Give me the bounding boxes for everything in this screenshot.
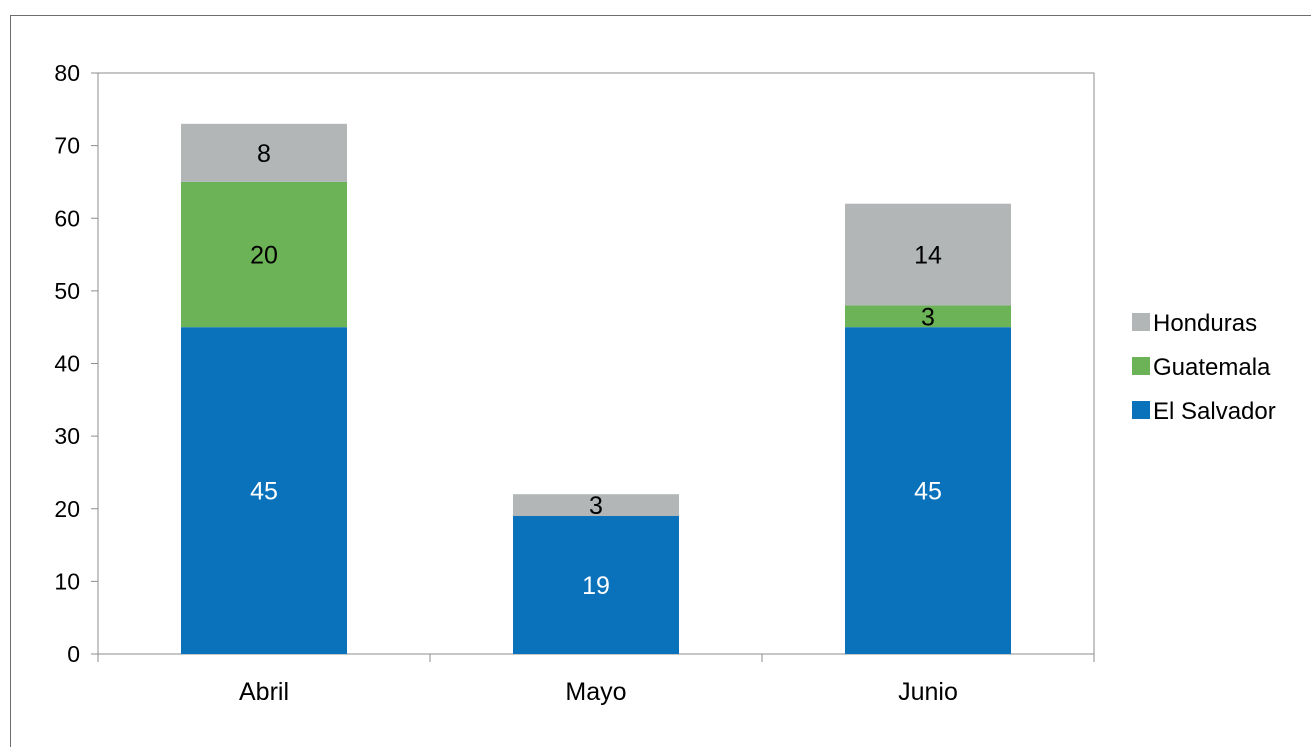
x-tick-label: Abril: [239, 678, 289, 706]
data-label: 3: [921, 303, 935, 331]
y-tick-label: 40: [54, 351, 80, 377]
data-label: 19: [582, 572, 610, 600]
data-label: 3: [589, 492, 603, 520]
data-label: 45: [250, 478, 278, 506]
legend-label: Honduras: [1153, 310, 1257, 337]
y-tick-label: 30: [54, 423, 80, 449]
data-label: 14: [914, 242, 942, 270]
legend-swatch: [1132, 357, 1150, 375]
data-label: 20: [250, 242, 278, 270]
y-tick-label: 0: [67, 641, 80, 667]
legend-swatch: [1132, 401, 1150, 419]
y-tick-label: 60: [54, 205, 80, 231]
legend-swatch: [1132, 313, 1150, 331]
data-label: 45: [914, 478, 942, 506]
x-tick-label: Junio: [898, 678, 958, 706]
y-tick-label: 80: [54, 60, 80, 86]
y-tick-label: 20: [54, 496, 80, 522]
x-tick-label: Mayo: [565, 678, 626, 706]
legend-label: Guatemala: [1153, 354, 1271, 381]
legend-label: El Salvador: [1153, 398, 1276, 425]
data-label: 8: [257, 140, 271, 168]
y-tick-label: 10: [54, 568, 80, 594]
y-tick-label: 70: [54, 133, 80, 159]
legend: Honduras Guatemala El Salvador: [1132, 310, 1276, 425]
y-tick-label: 50: [54, 278, 80, 304]
